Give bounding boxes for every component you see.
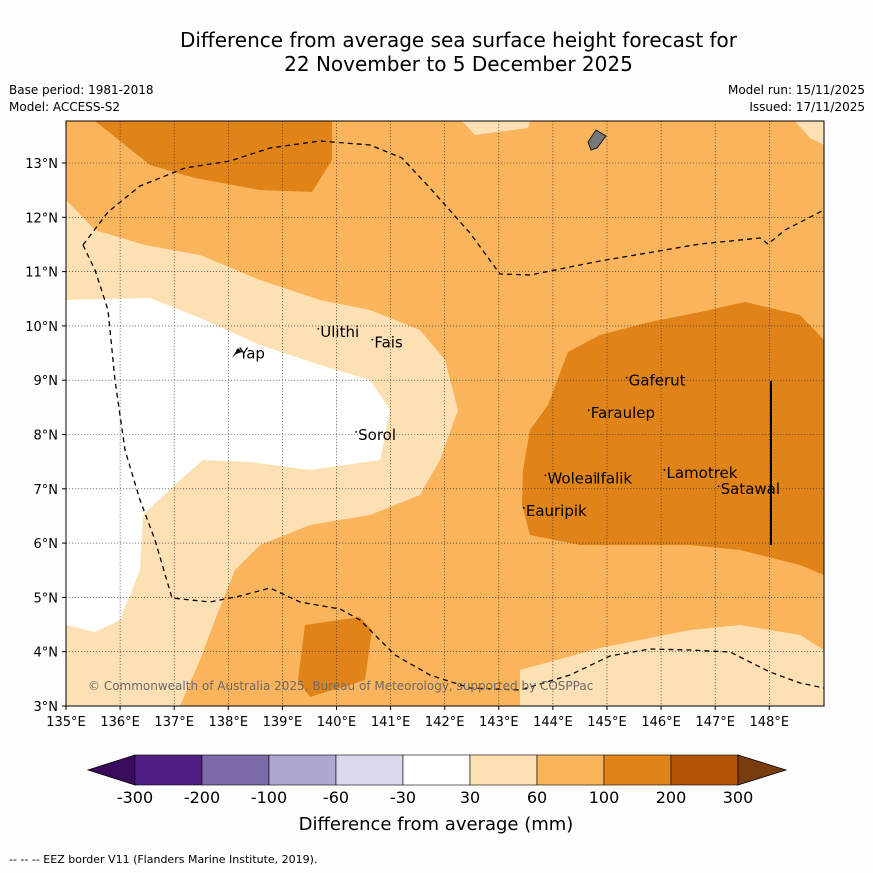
place-label-gaferut: Gaferut: [629, 372, 686, 390]
title-line-2: 22 November to 5 December 2025: [284, 52, 633, 76]
meta-left: Base period: 1981-2018 Model: ACCESS-S2: [9, 82, 154, 116]
base-period: Base period: 1981-2018: [9, 83, 154, 97]
place-marker: [717, 485, 720, 488]
model-run: Model run: 15/11/2025: [727, 83, 865, 97]
colorbar-label: 60: [527, 788, 547, 807]
colorbar-arrow-high: [737, 754, 788, 786]
lon-tick-label: 146°E: [641, 715, 681, 730]
place-marker: [236, 349, 239, 352]
colorbar-swatch: [268, 754, 337, 786]
yap-island-icon: [232, 348, 242, 358]
colorbar-label: 300: [723, 788, 754, 807]
place-labels: Yap Ulithi Fais Sorol Gaferut Faraulep WoleaiI…: [236, 323, 780, 520]
lon-tick-label: 136°E: [100, 715, 140, 730]
colorbar-swatch: [134, 754, 203, 786]
place-label-ulithi: Ulithi: [320, 323, 359, 341]
lon-tick-label: 148°E: [750, 715, 790, 730]
contour-100-200-south: [298, 617, 372, 697]
gridlines: [66, 121, 824, 706]
lat-tick-label: 3°N: [34, 700, 59, 715]
lon-tick-label: 144°E: [533, 715, 573, 730]
contour-30-60-north: [462, 121, 530, 135]
colorbar-label: -100: [251, 788, 287, 807]
lon-tick-label: 137°E: [154, 715, 194, 730]
colorbar-title: Difference from average (mm): [299, 814, 574, 835]
colorbar-label: 30: [460, 788, 480, 807]
colorbar-swatch: [603, 754, 672, 786]
place-marker: [522, 507, 525, 509]
colorbar: -300 -200 -100 -60 -30 30 60 100 200 300: [86, 754, 788, 807]
colorbar-label: 200: [656, 788, 687, 807]
contour-30-60-south: [520, 625, 824, 706]
lon-tick-label: 138°E: [209, 715, 249, 730]
guam-island-icon: [587, 129, 607, 151]
colorbar-swatch: [335, 754, 404, 786]
place-label-faraulep: Faraulep: [591, 404, 655, 422]
colorbar-label: -300: [117, 788, 153, 807]
lon-tick-label: 145°E: [587, 715, 627, 730]
colorbar-label: 100: [589, 788, 620, 807]
lon-tick-label: 142°E: [425, 715, 465, 730]
lat-tick-label: 5°N: [34, 591, 59, 606]
lat-tick-label: 12°N: [25, 211, 58, 226]
place-label-yap: Yap: [238, 344, 265, 362]
map-area: Yap Ulithi Fais Sorol Gaferut Faraulep WoleaiI…: [66, 121, 824, 706]
issued-date: Issued: 17/11/2025: [749, 100, 865, 114]
place-label-fais: Fais: [374, 334, 403, 352]
title-line-1: Difference from average sea surface heig…: [179, 28, 738, 52]
eez-border-south: [82, 244, 824, 691]
lat-tick-label: 10°N: [25, 320, 58, 335]
place-label-ifalik: Ifalik: [596, 469, 632, 487]
place-label-sorol: Sorol: [358, 426, 396, 444]
colorbar-swatch: [469, 754, 538, 786]
place-marker: [355, 431, 358, 433]
colorbar-swatch: [402, 754, 471, 786]
lat-tick-label: 7°N: [34, 483, 59, 498]
colorbar-swatch: [536, 754, 605, 786]
model-name: Model: ACCESS-S2: [9, 100, 121, 114]
place-marker: [371, 338, 374, 341]
colorbar-label: -200: [184, 788, 220, 807]
contour-30-60-ne: [795, 121, 824, 145]
lat-tick-label: 11°N: [25, 266, 58, 281]
place-marker: [593, 474, 596, 477]
eez-border-north: [82, 140, 824, 276]
copyright-text: © Commonwealth of Australia 2025, Bureau…: [88, 679, 593, 693]
meta-right: Model run: 15/11/2025 Issued: 17/11/2025: [728, 82, 865, 116]
chart-title: Difference from average sea surface heig…: [0, 28, 873, 76]
lon-tick-label: 140°E: [317, 715, 357, 730]
lat-tick-label: 8°N: [34, 429, 59, 444]
place-label-satawal: Satawal: [721, 480, 780, 498]
place-label-lamotrek: Lamotrek: [667, 464, 738, 482]
lon-tick-label: 147°E: [695, 715, 735, 730]
place-marker: [544, 474, 547, 477]
colorbar-label: -30: [390, 788, 416, 807]
colorbar-swatch: [201, 754, 270, 786]
place-marker: [663, 469, 666, 471]
place-marker: [587, 409, 590, 412]
place-label-eauripik: Eauripik: [526, 502, 587, 520]
colorbar-swatch: [670, 754, 739, 786]
place-marker: [625, 376, 628, 379]
colorbar-label: -60: [323, 788, 349, 807]
lat-tick-label: 4°N: [34, 646, 59, 661]
lat-tick-label: 13°N: [25, 157, 58, 172]
lon-tick-label: 143°E: [479, 715, 519, 730]
footer-note: -- -- -- EEZ border V11 (Flanders Marine…: [9, 853, 318, 866]
colorbar-arrow-low: [86, 754, 136, 786]
axis-ticks: 135°E 136°E 137°E 138°E 139°E 140°E 141°E 142°E…: [25, 157, 789, 730]
lat-tick-label: 9°N: [34, 374, 59, 389]
place-marker: [317, 327, 320, 330]
place-label-woleai: Woleai: [547, 469, 597, 487]
contour-100-200-east: [522, 302, 824, 575]
contour-neutral: [66, 298, 390, 632]
lon-tick-label: 139°E: [263, 715, 303, 730]
lon-tick-label: 141°E: [371, 715, 411, 730]
contour-100-200-north: [95, 121, 332, 192]
lon-tick-label: 135°E: [46, 715, 86, 730]
lat-tick-label: 6°N: [34, 537, 59, 552]
